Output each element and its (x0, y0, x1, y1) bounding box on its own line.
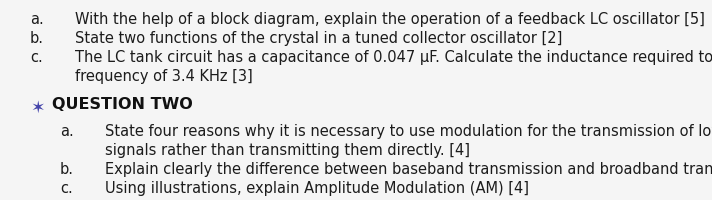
Text: State four reasons why it is necessary to use modulation for the transmission of: State four reasons why it is necessary t… (105, 123, 712, 138)
Text: signals rather than transmitting them directly. [4]: signals rather than transmitting them di… (105, 142, 470, 157)
Text: c.: c. (60, 180, 73, 195)
Text: State two functions of the crystal in a tuned collector oscillator [2]: State two functions of the crystal in a … (75, 31, 562, 46)
Text: QUESTION TWO: QUESTION TWO (52, 96, 193, 111)
Text: The LC tank circuit has a capacitance of 0.047 μF. Calculate the inductance requ: The LC tank circuit has a capacitance of… (75, 50, 712, 65)
Text: b.: b. (60, 161, 74, 176)
Text: b.: b. (30, 31, 44, 46)
Text: c.: c. (30, 50, 43, 65)
Text: Explain clearly the difference between baseband transmission and broadband trans: Explain clearly the difference between b… (105, 161, 712, 176)
Text: With the help of a block diagram, explain the operation of a feedback LC oscilla: With the help of a block diagram, explai… (75, 12, 705, 27)
Text: a.: a. (30, 12, 43, 27)
Text: a.: a. (60, 123, 74, 138)
Text: ✶: ✶ (30, 98, 44, 116)
Text: frequency of 3.4 KHz [3]: frequency of 3.4 KHz [3] (75, 69, 253, 84)
Text: Using illustrations, explain Amplitude Modulation (AM) [4]: Using illustrations, explain Amplitude M… (105, 180, 529, 195)
